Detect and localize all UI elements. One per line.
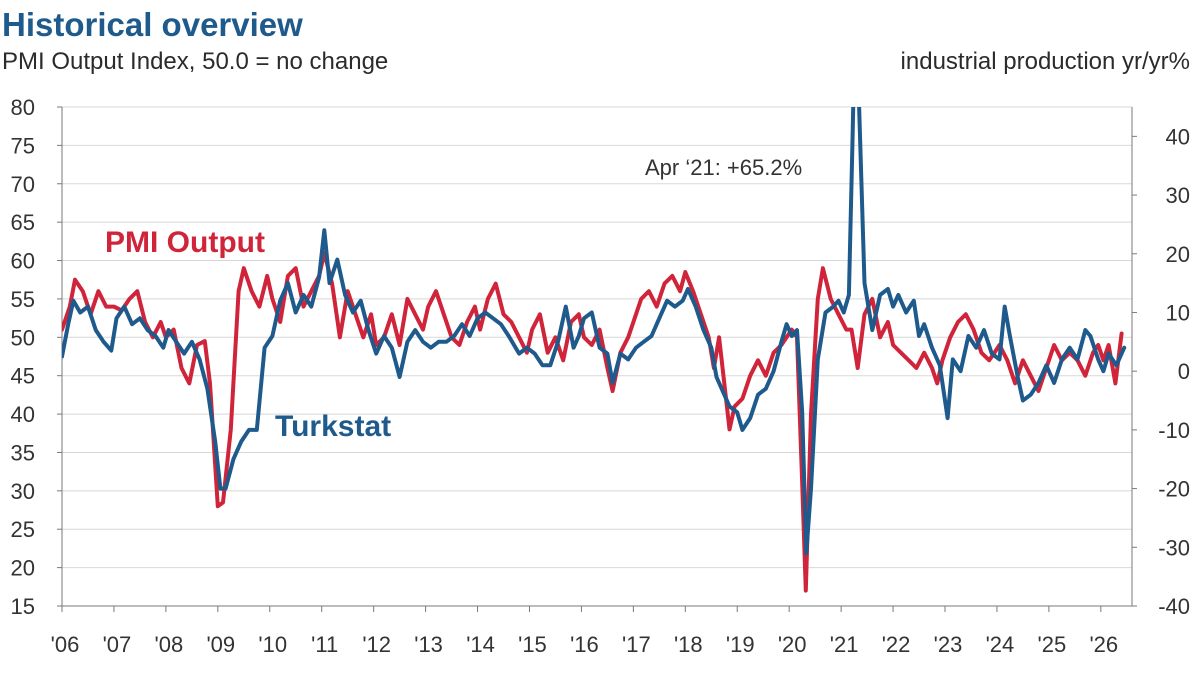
- right-tick-label: 30: [1166, 183, 1190, 208]
- series-label-turkstat: Turkstat: [275, 410, 391, 443]
- right-axis-title: industrial production yr/yr%: [900, 48, 1190, 75]
- x-tick-label: '18: [674, 632, 703, 657]
- left-tick-label: 45: [11, 364, 35, 389]
- series-label-pmi-output: PMI Output: [105, 226, 265, 259]
- series-line-turkstat: [62, 107, 1127, 556]
- right-tick-label: -10: [1158, 418, 1190, 443]
- left-axis-title: PMI Output Index, 50.0 = no change: [2, 48, 389, 75]
- left-tick-label: 20: [11, 556, 35, 581]
- x-tick-label: '23: [934, 632, 963, 657]
- x-tick-label: '11: [311, 632, 338, 657]
- x-tick-label: '26: [1089, 632, 1118, 657]
- right-tick-label: -20: [1158, 477, 1190, 502]
- x-tick-label: '25: [1038, 632, 1067, 657]
- left-tick-label: 30: [11, 479, 35, 504]
- axes: [57, 106, 1137, 612]
- x-tick-label: '07: [103, 632, 132, 657]
- left-tick-label: 55: [11, 287, 35, 312]
- left-tick-label: 35: [11, 440, 35, 465]
- left-tick-label: 60: [11, 249, 35, 274]
- right-tick-label: -30: [1158, 535, 1190, 560]
- x-tick-label: '15: [518, 632, 547, 657]
- left-tick-label: 75: [11, 133, 35, 158]
- x-tick-label: '06: [51, 632, 80, 657]
- right-tick-label: -40: [1158, 594, 1190, 619]
- series-lines: [62, 107, 1127, 593]
- x-tick-label: '24: [986, 632, 1015, 657]
- right-tick-label: 10: [1166, 300, 1190, 325]
- left-tick-label: 80: [11, 95, 35, 120]
- x-tick-label: '22: [882, 632, 911, 657]
- left-tick-label: 65: [11, 210, 35, 235]
- tick-labels: 15 20 25 30 35 40 45 50 55 60 65 70 75 80 -40 -30 -20 -10…: [11, 95, 1190, 657]
- x-tick-label: '14: [466, 632, 495, 657]
- x-tick-label: '21: [830, 632, 859, 657]
- right-tick-label: 40: [1166, 124, 1190, 149]
- x-tick-label: '20: [778, 632, 807, 657]
- right-tick-label: 20: [1166, 242, 1190, 267]
- x-tick-label: '19: [726, 632, 755, 657]
- annotation-apr-21: Apr ‘21: +65.2%: [645, 155, 802, 180]
- left-tick-label: 15: [11, 594, 35, 619]
- left-tick-label: 25: [11, 517, 35, 542]
- series-line-pmi-output: [62, 250, 1124, 593]
- x-tick-label: '08: [155, 632, 184, 657]
- chart-title: Historical overview: [2, 6, 303, 43]
- left-tick-label: 70: [11, 172, 35, 197]
- x-tick-label: '09: [206, 632, 235, 657]
- grid-lines: [62, 106, 1132, 569]
- right-tick-label: 0: [1178, 359, 1190, 384]
- x-tick-label: '13: [414, 632, 443, 657]
- x-tick-label: '16: [570, 632, 599, 657]
- x-tick-label: '10: [258, 632, 287, 657]
- left-tick-label: 40: [11, 402, 35, 427]
- x-tick-label: '12: [362, 632, 391, 657]
- left-tick-label: 50: [11, 325, 35, 350]
- x-tick-label: '17: [622, 632, 651, 657]
